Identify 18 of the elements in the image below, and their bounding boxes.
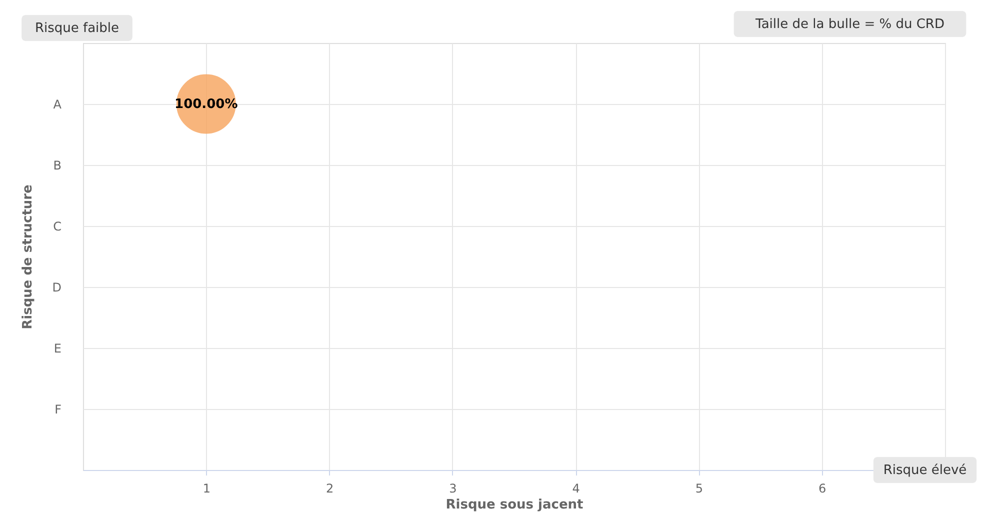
x-tick-label: 5: [695, 482, 704, 496]
y-tick-label: F: [54, 402, 62, 416]
y-tick-label: B: [53, 158, 62, 172]
x-tick-label: 3: [449, 482, 457, 496]
y-tick-label: D: [52, 280, 62, 294]
y-tick-label: E: [54, 342, 62, 356]
x-axis-title: Risque sous jacent: [446, 498, 584, 512]
annotation: Risque élevé: [883, 463, 967, 478]
text: Taille de la bulle = % du CRD: [754, 17, 944, 32]
y-tick-label: C: [53, 220, 62, 234]
x-tick-label: 2: [326, 482, 334, 496]
x-tick-label: 6: [818, 482, 826, 496]
data-label: 100.00%: [174, 97, 238, 112]
y-axis-title: Risque de structure: [20, 184, 36, 330]
y-tick-label: A: [53, 98, 62, 112]
text: Risque faible: [34, 21, 120, 36]
x-tick-label: 4: [572, 482, 580, 496]
x-tick-label: 1: [202, 482, 210, 496]
